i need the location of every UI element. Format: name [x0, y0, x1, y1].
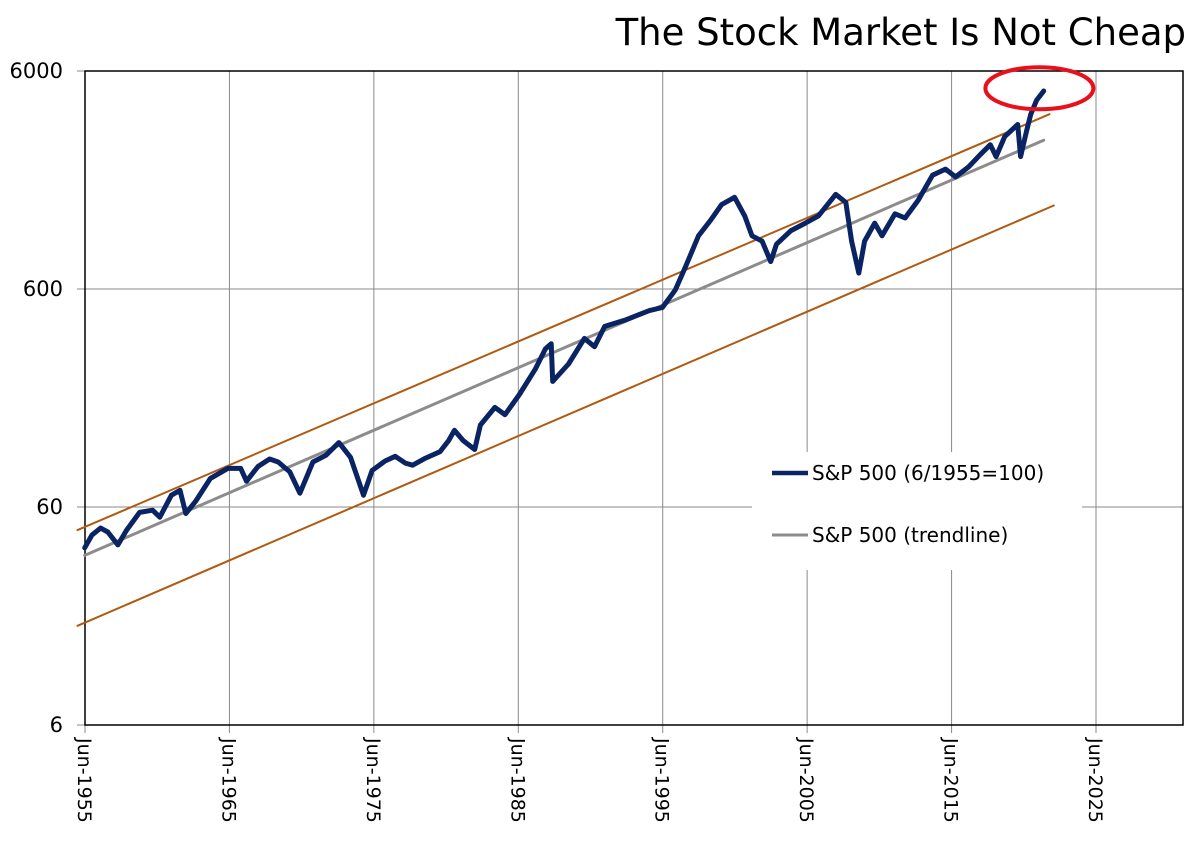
plot-area-frame: [84, 70, 1184, 726]
x-tick-label: Jun-2025: [1084, 737, 1106, 823]
y-tick-label: 6: [50, 713, 63, 737]
sp500-line: [82, 88, 1047, 551]
series-group: [76, 88, 1055, 627]
x-tick-label: Jun-2005: [795, 737, 817, 823]
legend-label-trendline: S&P 500 (trendline): [812, 523, 1008, 547]
y-tick-label: 600: [23, 277, 63, 301]
x-axis-ticks: Jun-1955 Jun-1965 Jun-1975 Jun-1985 Jun-1995…: [73, 737, 1106, 823]
x-tick-label: Jun-1985: [506, 737, 528, 823]
highlight-ellipse: [983, 65, 1096, 112]
trendline: [83, 138, 1046, 557]
x-tick-label: Jun-1975: [362, 737, 384, 823]
chart-title: The Stock Market Is Not Cheap: [615, 11, 1186, 54]
x-tick-label: Jun-2015: [940, 737, 962, 823]
x-tick-label: Jun-1955: [73, 737, 95, 823]
grid: [77, 70, 1183, 733]
y-tick-label: 6000: [10, 59, 63, 83]
upper-band-line: [76, 113, 1051, 532]
lower-band-line: [76, 204, 1055, 627]
x-tick-label: Jun-1995: [651, 737, 673, 823]
y-axis-ticks: 6 60 600 6000: [10, 59, 63, 737]
legend: S&P 500 (6/1955=100) S&P 500 (trendline): [752, 452, 1082, 570]
legend-label-sp500: S&P 500 (6/1955=100): [812, 461, 1044, 485]
x-tick-label: Jun-1965: [217, 737, 239, 823]
y-tick-label: 60: [36, 495, 63, 519]
annotations: [983, 65, 1096, 112]
